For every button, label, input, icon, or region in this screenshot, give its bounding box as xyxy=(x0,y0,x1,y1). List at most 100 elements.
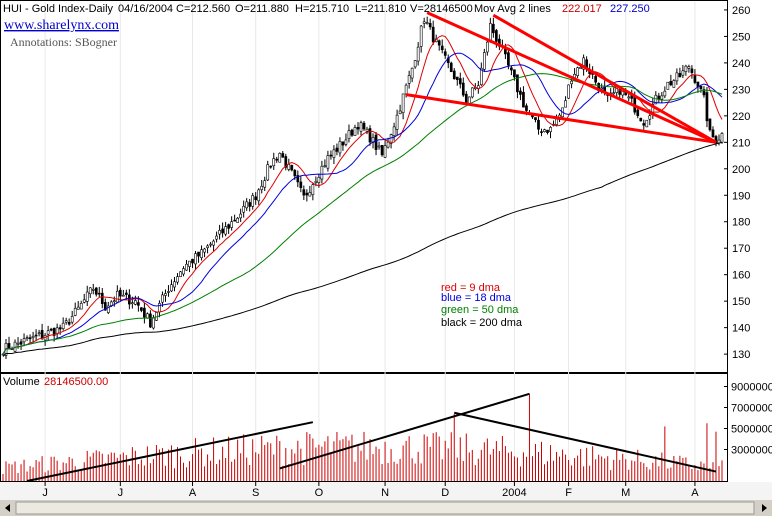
candle-body xyxy=(266,164,270,181)
price-trendline xyxy=(426,11,717,144)
x-tick-label: O xyxy=(315,487,324,499)
candle-body xyxy=(422,21,426,24)
candle-body xyxy=(284,156,288,168)
candle-body xyxy=(690,68,694,73)
candle-body xyxy=(16,342,20,345)
candle-body xyxy=(227,224,230,229)
candle-body xyxy=(567,84,570,99)
price-tick-label: 140 xyxy=(732,323,750,335)
price-tick-label: 200 xyxy=(732,164,750,176)
candle-body xyxy=(347,130,351,139)
candle-body xyxy=(25,337,29,339)
header-mov-avg-label: Mov Avg 2 lines xyxy=(474,3,551,15)
candle-body xyxy=(356,126,360,130)
candle-body xyxy=(91,288,95,291)
site-link[interactable]: www.sharelynx.com xyxy=(4,18,119,33)
candle-body xyxy=(699,85,703,90)
candle-body xyxy=(492,23,495,34)
candles xyxy=(1,16,724,359)
candle-body xyxy=(335,147,339,152)
candle-body xyxy=(64,320,68,323)
candle-body xyxy=(1,353,5,356)
candle-body xyxy=(534,117,537,121)
candle-body xyxy=(485,41,489,53)
header-close: C=212.560 xyxy=(176,3,230,15)
candle-body xyxy=(693,74,697,83)
x-tick-label: S xyxy=(252,487,259,499)
candle-body xyxy=(31,335,35,338)
candle-body xyxy=(118,289,122,297)
candle-body xyxy=(73,308,77,316)
candle-body xyxy=(684,65,688,72)
candle-body xyxy=(85,291,89,302)
candle-body xyxy=(269,165,273,168)
candle-body xyxy=(666,81,670,90)
candle-body xyxy=(152,317,155,329)
axes: 130 140 150 160 170 180 190 200 210 220 230 240 250 2… xyxy=(42,5,772,499)
price-tick-label: 210 xyxy=(732,137,750,149)
x-tick-label: M xyxy=(621,487,630,499)
candle-body xyxy=(233,219,236,222)
candle-body xyxy=(260,185,264,190)
candle-body xyxy=(245,201,249,209)
candle-body xyxy=(290,165,294,171)
candle-body xyxy=(657,95,661,100)
candle-body xyxy=(134,300,137,305)
legend-black: black = 200 dma xyxy=(441,317,523,329)
ma-50-line xyxy=(2,73,723,355)
header-low: L=211.810 xyxy=(355,3,407,15)
candle-body xyxy=(236,217,240,223)
candle-body xyxy=(678,73,682,78)
candle-body xyxy=(143,307,146,318)
candle-body xyxy=(648,115,652,120)
candle-body xyxy=(275,158,279,161)
candle-body xyxy=(368,128,372,143)
candle-body xyxy=(531,115,534,118)
candle-body xyxy=(161,294,164,303)
candle-body xyxy=(362,122,366,130)
candle-body xyxy=(404,84,408,95)
candle-body xyxy=(374,134,378,150)
price-tick-label: 190 xyxy=(732,190,750,202)
candle-body xyxy=(642,123,646,126)
candle-body xyxy=(702,89,706,96)
candle-body xyxy=(242,205,246,213)
candle-body xyxy=(209,243,212,246)
x-tick-label: D xyxy=(441,487,449,499)
candle-body xyxy=(100,292,104,304)
candle-body xyxy=(281,153,285,158)
candle-body xyxy=(305,192,309,196)
candle-body xyxy=(230,221,233,228)
candle-body xyxy=(61,322,65,330)
candle-body xyxy=(173,281,176,288)
candle-body xyxy=(398,110,402,115)
candle-body xyxy=(326,155,330,169)
candle-body xyxy=(212,240,215,246)
candle-body xyxy=(525,105,528,111)
candle-body xyxy=(639,117,643,122)
candle-body xyxy=(299,181,303,188)
candle-body xyxy=(663,90,667,97)
price-trendline xyxy=(492,13,717,144)
scroll-left-arrow-icon[interactable] xyxy=(5,504,10,512)
annotations-credit: Annotations: SBogner xyxy=(10,35,117,49)
candle-body xyxy=(287,164,291,170)
volume-panel-frame xyxy=(0,373,728,482)
candle-body xyxy=(386,141,390,148)
candle-body xyxy=(248,202,252,207)
candle-body xyxy=(377,145,381,148)
candle-body xyxy=(570,80,573,85)
candle-body xyxy=(392,126,396,136)
candle-body xyxy=(555,118,558,125)
scroll-right-arrow-icon[interactable] xyxy=(762,504,767,512)
moving-averages xyxy=(2,35,723,357)
scrollbar-thumb[interactable] xyxy=(15,501,755,515)
candle-body xyxy=(206,245,209,248)
price-tick-label: 170 xyxy=(732,243,750,255)
volume-bars xyxy=(2,393,723,481)
header-open: O=211.880 xyxy=(235,3,289,15)
candle-body xyxy=(395,114,399,130)
candle-body xyxy=(359,122,363,132)
legend-red: red = 9 dma xyxy=(441,282,501,294)
candle-body xyxy=(431,26,435,43)
